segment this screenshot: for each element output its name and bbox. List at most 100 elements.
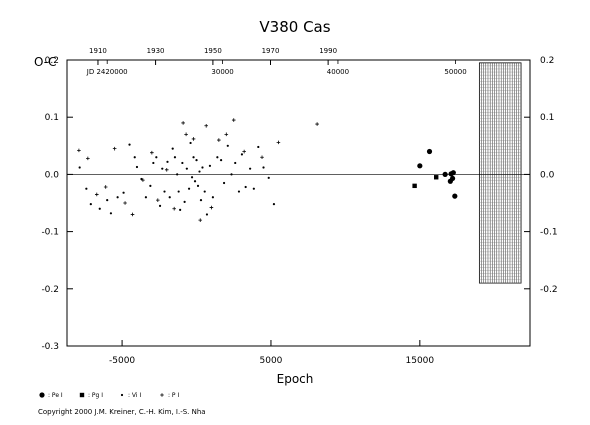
copyright-text: Copyright 2000 J.M. Kreiner, C.-H. Kim, … — [38, 408, 206, 416]
pe-i-point — [449, 175, 456, 182]
legend-label: : Pg I — [88, 392, 103, 399]
vi-i-point — [106, 199, 109, 202]
p-i-point — [315, 122, 319, 126]
vi-i-point — [109, 212, 113, 215]
vi-i-point — [198, 170, 201, 173]
chart-title: V380 Cas — [259, 18, 330, 36]
vi-i-point — [173, 156, 177, 159]
y-tick-label: 0.1 — [45, 113, 59, 123]
vi-i-point — [267, 176, 270, 179]
y-axis-right-ticks: 0.2 0.1 0.0 -0.1 -0.2 — [524, 56, 558, 295]
legend-label: : Pe I — [48, 392, 63, 399]
p-i-point — [112, 146, 117, 151]
vi-i-point — [168, 196, 171, 199]
vi-i-point — [205, 213, 209, 216]
vi-i-point — [240, 153, 244, 156]
data-points — [77, 118, 458, 222]
vi-i-point — [193, 180, 197, 183]
legend-label: : P I — [168, 392, 179, 399]
vi-i-point — [195, 159, 198, 162]
vi-i-point — [190, 176, 194, 179]
vi-i-point — [183, 200, 186, 203]
y-right-tick-label: -0.2 — [540, 285, 558, 295]
vi-i-point — [199, 199, 203, 202]
vi-i-point — [122, 191, 125, 194]
p-i-point — [191, 137, 196, 141]
vi-i-point — [144, 196, 148, 199]
vi-i-point — [257, 145, 260, 149]
legend-point — [160, 393, 164, 397]
plot-frame — [66, 59, 531, 347]
top-jd-labels: JD 2420000 30000 40000 50000 — [86, 60, 467, 76]
legend-point — [39, 392, 45, 398]
vi-i-point — [219, 159, 223, 162]
vi-i-point — [85, 187, 88, 190]
y-right-tick-label: 0.1 — [540, 113, 554, 123]
p-i-point — [141, 178, 145, 182]
vi-i-point — [163, 190, 166, 193]
y-tick-label: -0.1 — [41, 228, 59, 238]
vi-i-point — [222, 181, 226, 185]
vi-i-point — [216, 156, 219, 159]
x-axis-title: Epoch — [277, 372, 314, 386]
p-i-point — [103, 185, 108, 189]
x-tick-label: -5000 — [109, 356, 135, 366]
legend: : Pe I : Pg I : Vi I : P I — [39, 392, 179, 399]
vi-i-point — [140, 177, 143, 181]
p-i-point — [172, 206, 176, 211]
vi-i-point — [234, 161, 237, 165]
vi-i-point — [161, 167, 164, 170]
pg-i-point — [412, 183, 417, 189]
vi-i-point — [135, 165, 139, 169]
vi-i-point — [181, 161, 184, 165]
y-right-tick-label: 0.0 — [540, 170, 555, 180]
legend-point — [79, 392, 85, 398]
x-axis-ticks: -5000 5000 15000 — [109, 340, 434, 366]
p-i-point — [164, 168, 169, 172]
vi-i-point — [176, 173, 179, 176]
legend-label: : Vi I — [128, 392, 141, 399]
y-right-tick-label: -0.1 — [540, 228, 558, 238]
y-tick-label: -0.3 — [41, 342, 59, 352]
pe-i-point — [442, 171, 448, 177]
vi-i-point — [149, 184, 152, 187]
x-tick-label: 5000 — [260, 356, 283, 366]
p-i-point — [77, 148, 81, 153]
y-tick-label: -0.2 — [41, 285, 59, 295]
p-i-point — [198, 218, 203, 222]
vi-i-point — [133, 156, 136, 159]
y-right-tick-label: 0.2 — [540, 56, 554, 66]
future-epoch-band — [478, 62, 522, 284]
y-axis-title: O-C — [34, 55, 57, 69]
top-year-label: 1910 — [89, 47, 107, 55]
top-year-label: 1970 — [262, 47, 280, 55]
p-i-point — [204, 123, 208, 128]
vi-i-point — [208, 164, 212, 167]
top-jd-label: 30000 — [211, 68, 233, 76]
vi-i-point — [249, 167, 252, 170]
vi-i-point — [187, 187, 191, 190]
vi-i-point — [211, 196, 214, 199]
vi-i-point — [272, 203, 276, 206]
vi-i-point — [244, 185, 247, 189]
vi-i-point — [203, 190, 206, 193]
p-i-point — [260, 155, 264, 160]
y-tick-label: 0.2 — [45, 56, 59, 66]
pe-i-point — [450, 170, 456, 176]
p-i-point — [231, 118, 236, 122]
top-year-label: 1930 — [147, 47, 165, 55]
future-band-outline — [478, 62, 522, 284]
vi-i-point — [179, 208, 182, 211]
vi-i-point — [230, 173, 233, 176]
p-i-point — [86, 156, 90, 161]
vi-i-point — [158, 204, 162, 207]
vi-i-point — [201, 166, 204, 169]
p-i-point — [242, 149, 246, 154]
legend-point — [120, 393, 124, 397]
vi-i-point — [252, 187, 255, 190]
p-i-point — [150, 150, 154, 155]
vi-i-point — [155, 156, 158, 159]
vi-i-point — [237, 190, 241, 193]
vi-i-point — [171, 147, 174, 150]
top-jd-label: 40000 — [327, 68, 349, 76]
